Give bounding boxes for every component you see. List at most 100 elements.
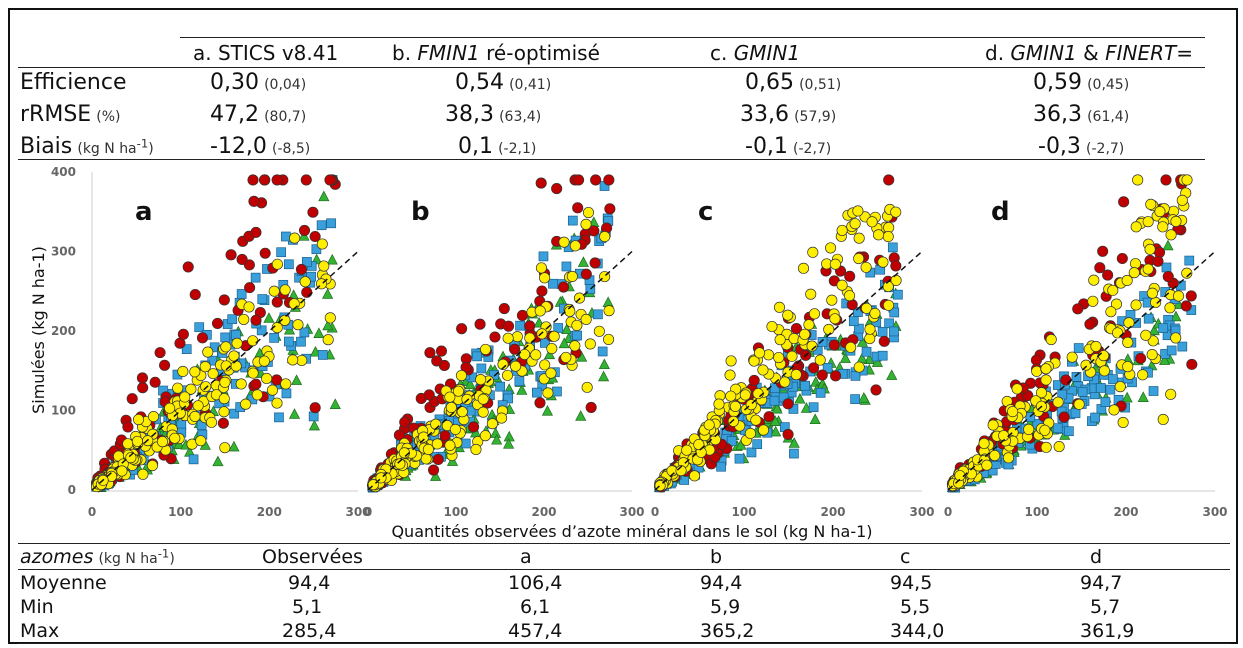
- data-point: [250, 226, 262, 238]
- x-tick-label: 0: [651, 505, 659, 519]
- data-point: [823, 323, 835, 336]
- data-point: [849, 218, 861, 230]
- data-point: [1185, 290, 1197, 302]
- data-point: [460, 438, 471, 449]
- data-point: [518, 348, 531, 360]
- data-point: [757, 364, 769, 376]
- data-point: [866, 216, 878, 228]
- data-point: [829, 313, 841, 325]
- data-point: [486, 418, 498, 430]
- data-point: [470, 443, 482, 456]
- data-point: [839, 352, 851, 363]
- data-point: [423, 389, 435, 401]
- data-point: [116, 465, 128, 477]
- data-point: [572, 330, 582, 341]
- data-point: [284, 336, 294, 347]
- data-point: [713, 398, 725, 410]
- summary-table-bottom-rule: [18, 643, 1230, 644]
- x-tick-label: 100: [1024, 505, 1049, 519]
- data-point: [884, 318, 894, 329]
- summary-cell: 6,1: [520, 596, 551, 618]
- col-header-c: c. GMIN1: [710, 41, 801, 65]
- data-point: [539, 359, 551, 371]
- data-point: [725, 355, 737, 367]
- data-point: [194, 322, 205, 333]
- data-point: [850, 371, 861, 381]
- data-point: [744, 427, 756, 440]
- data-point: [1122, 361, 1134, 373]
- summary-header: a: [520, 546, 532, 568]
- data-point: [535, 262, 548, 274]
- data-point: [808, 308, 821, 320]
- data-point: [149, 376, 161, 388]
- data-point: [308, 419, 320, 431]
- data-point: [393, 429, 405, 441]
- data-point: [258, 355, 270, 367]
- data-point: [1184, 255, 1195, 266]
- data-point: [298, 224, 311, 236]
- data-point: [693, 438, 705, 451]
- col-header-d: d. GMIN1 & FINERT=: [985, 41, 1193, 65]
- data-point: [853, 361, 865, 373]
- data-point: [271, 258, 283, 270]
- data-point: [1165, 388, 1177, 400]
- data-point: [503, 438, 515, 449]
- data-point: [266, 384, 279, 396]
- data-point: [1150, 296, 1162, 309]
- data-point: [1073, 343, 1084, 353]
- data-point: [1095, 383, 1106, 393]
- x-tick-label: 0: [364, 505, 372, 519]
- data-point: [828, 339, 840, 351]
- data-point: [1146, 287, 1158, 299]
- summary-row-label: Min: [20, 596, 54, 618]
- data-point: [228, 440, 240, 452]
- data-point: [822, 362, 833, 373]
- data-point: [271, 397, 283, 409]
- data-point: [146, 459, 158, 472]
- data-point: [1166, 345, 1177, 356]
- data-point: [817, 337, 828, 347]
- data-point: [870, 384, 882, 396]
- summary-header: b: [710, 546, 723, 568]
- data-point: [1137, 391, 1149, 402]
- data-point: [560, 351, 572, 363]
- data-point: [258, 174, 271, 186]
- data-point: [251, 389, 263, 401]
- data-point: [287, 354, 299, 366]
- data-point: [432, 453, 444, 466]
- data-point: [317, 350, 328, 360]
- data-point: [871, 356, 883, 367]
- data-point: [864, 323, 876, 335]
- data-point: [808, 362, 820, 374]
- x-tick-label: 300: [1202, 505, 1227, 519]
- x-tick-label: 200: [820, 505, 845, 519]
- data-point: [211, 317, 224, 329]
- data-point: [569, 340, 581, 352]
- data-point: [581, 381, 593, 393]
- data-point: [726, 436, 737, 446]
- data-point: [603, 174, 615, 186]
- data-point: [752, 388, 764, 400]
- data-point: [981, 459, 993, 471]
- data-point: [1088, 274, 1100, 286]
- data-point: [878, 335, 890, 347]
- data-point: [807, 246, 819, 258]
- data-point: [561, 261, 572, 272]
- data-point: [887, 242, 898, 253]
- data-point: [219, 442, 231, 454]
- data-point: [1053, 441, 1065, 453]
- data-point: [763, 411, 775, 423]
- data-point: [889, 307, 900, 318]
- x-tick-label: 100: [168, 505, 193, 519]
- summary-table-top-rule: [18, 543, 1230, 544]
- stat-cell: 36,3 (61,4): [1033, 102, 1130, 127]
- data-point: [181, 344, 192, 355]
- scatter-panel-b: 0 100 200 300 b: [364, 174, 645, 519]
- data-point: [703, 419, 715, 431]
- data-point: [324, 174, 336, 186]
- col-header-b: b. FMIN1 ré-optimisé: [392, 41, 600, 65]
- data-point: [217, 417, 229, 429]
- data-point: [689, 470, 701, 482]
- data-point: [189, 366, 201, 378]
